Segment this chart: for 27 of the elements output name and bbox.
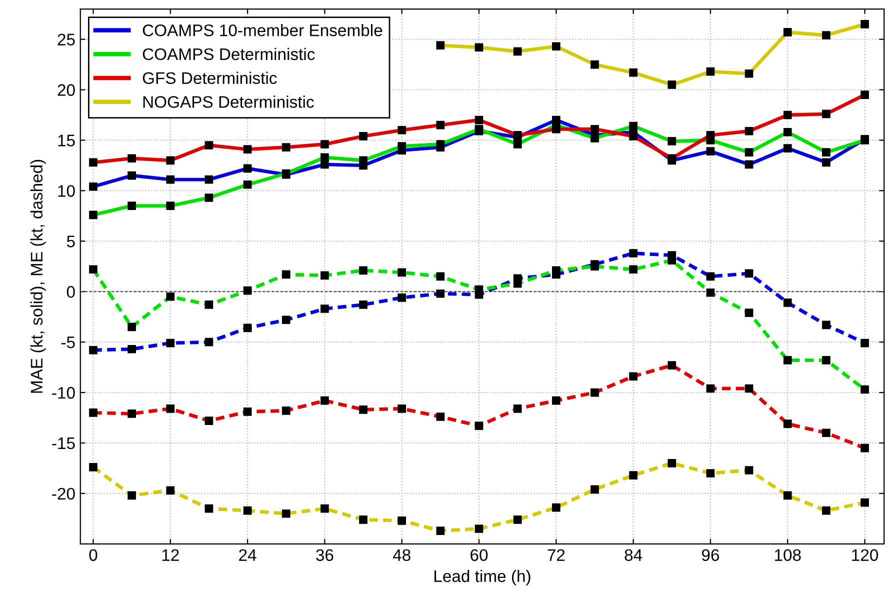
legend-label: GFS Deterministic xyxy=(142,72,277,84)
legend-label: NOGAPS Deterministic xyxy=(143,96,314,108)
x-tick-label: 72 xyxy=(548,549,565,561)
y-tick-label: 20 xyxy=(58,84,75,96)
x-tick-label: 60 xyxy=(470,549,488,562)
x-tick-label: 48 xyxy=(392,549,410,562)
legend-label: COAMPS Deterministic xyxy=(142,48,315,60)
x-tick-label: 96 xyxy=(702,549,720,562)
y-tick-label: -10 xyxy=(52,386,75,399)
y-tick-label: -20 xyxy=(52,488,75,500)
x-tick-label: 24 xyxy=(239,549,256,561)
y-tick-label: 10 xyxy=(58,185,75,197)
legend-label: COAMPS 10-member Ensemble xyxy=(142,24,382,36)
x-tick-label: 108 xyxy=(774,549,801,562)
x-tick-label: 36 xyxy=(316,549,334,562)
y-tick-label: -15 xyxy=(52,438,75,450)
y-tick-label: 15 xyxy=(58,134,75,146)
x-tick-label: 0 xyxy=(89,549,98,562)
x-axis-title: Lead time (h) xyxy=(434,570,530,586)
y-axis-title: MAE (kt, solid), ME (kt, dashed) xyxy=(30,160,46,393)
y-tick-label: -5 xyxy=(61,336,75,348)
x-tick-label: 84 xyxy=(624,549,642,562)
y-tick-label: 25 xyxy=(58,34,75,46)
y-tick-label: 0 xyxy=(66,286,75,298)
x-tick-label: 12 xyxy=(162,549,179,561)
y-tick-label: 5 xyxy=(66,236,75,248)
x-tick-label: 120 xyxy=(852,549,878,562)
